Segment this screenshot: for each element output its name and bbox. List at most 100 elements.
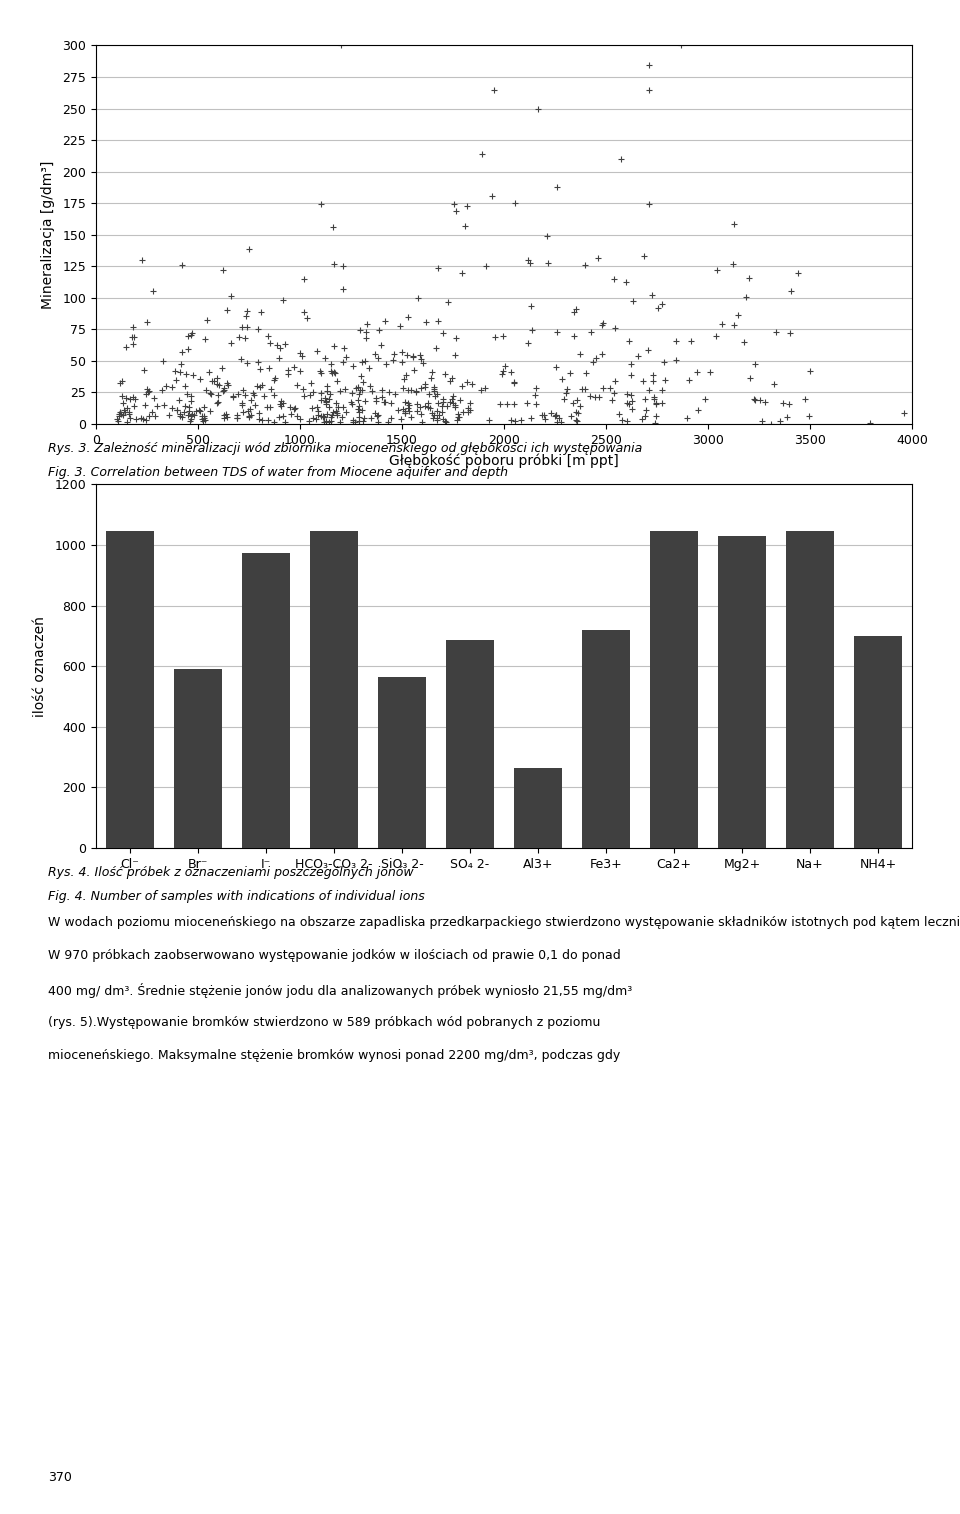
Point — [284, 401, 300, 425]
Point — [238, 326, 253, 350]
Point — [169, 398, 184, 422]
Point — [325, 215, 341, 239]
Point — [267, 410, 282, 435]
Point — [726, 313, 741, 338]
Point — [578, 253, 593, 277]
Point — [204, 369, 220, 394]
Point — [327, 360, 343, 385]
Point — [173, 360, 188, 385]
Point — [656, 350, 671, 374]
Point — [413, 395, 428, 419]
Point — [323, 382, 338, 406]
Point — [752, 388, 767, 412]
Point — [339, 345, 354, 369]
Point — [757, 389, 773, 413]
Point — [668, 329, 684, 353]
Point — [323, 409, 338, 433]
Point — [260, 395, 276, 419]
Point — [127, 324, 142, 348]
Point — [332, 410, 348, 435]
Point — [674, 33, 689, 58]
Point — [287, 397, 302, 421]
Point — [118, 386, 133, 410]
Point — [540, 251, 556, 276]
Point — [211, 372, 227, 397]
Point — [543, 401, 559, 425]
Point — [197, 395, 212, 419]
Point — [169, 398, 184, 422]
Point — [239, 300, 254, 324]
Point — [621, 392, 636, 416]
Point — [655, 378, 670, 403]
Point — [369, 404, 384, 428]
Point — [314, 388, 329, 412]
Point — [594, 342, 610, 366]
Point — [352, 318, 368, 342]
Point — [335, 277, 350, 301]
Point — [429, 398, 444, 422]
Point — [655, 292, 670, 316]
Point — [308, 407, 324, 431]
Point — [495, 324, 511, 348]
Point — [184, 321, 200, 345]
Point — [650, 297, 665, 321]
Point — [203, 398, 218, 422]
Point — [396, 366, 411, 391]
Point — [519, 391, 535, 415]
Point — [215, 356, 230, 380]
Point — [123, 406, 138, 430]
Point — [738, 285, 754, 309]
Point — [145, 400, 160, 424]
Point — [235, 400, 251, 424]
Bar — [650, 531, 698, 848]
Point — [357, 389, 372, 413]
Point — [400, 377, 416, 401]
Point — [450, 401, 466, 425]
Point — [444, 388, 460, 412]
Point — [192, 368, 207, 392]
Point — [413, 401, 428, 425]
Bar — [515, 768, 562, 848]
Point — [316, 404, 331, 428]
Point — [641, 77, 657, 101]
Point — [353, 363, 369, 388]
Point — [457, 213, 472, 238]
Point — [184, 401, 200, 425]
Point — [418, 371, 433, 395]
Point — [146, 386, 161, 410]
Point — [435, 407, 450, 431]
Point — [773, 409, 788, 433]
Point — [500, 392, 516, 416]
Point — [625, 389, 640, 413]
Point — [316, 406, 331, 430]
Point — [503, 407, 518, 431]
Point — [604, 388, 619, 412]
Point — [570, 401, 586, 425]
Point — [388, 382, 403, 406]
Point — [324, 400, 340, 424]
Point — [439, 410, 454, 435]
Point — [393, 313, 408, 338]
Point — [315, 406, 330, 430]
Point — [371, 318, 386, 342]
Point — [682, 368, 697, 392]
Point — [586, 350, 601, 374]
Point — [625, 397, 640, 421]
Point — [318, 391, 333, 415]
Point — [395, 339, 410, 363]
Point — [326, 251, 342, 276]
Point — [588, 385, 603, 409]
Point — [641, 192, 657, 217]
Point — [444, 366, 459, 391]
Point — [273, 392, 288, 416]
Point — [461, 400, 476, 424]
Point — [481, 409, 496, 433]
Point — [324, 403, 340, 427]
Point — [730, 303, 745, 327]
Point — [230, 382, 246, 406]
Point — [507, 392, 522, 416]
Point — [569, 409, 585, 433]
Point — [261, 407, 276, 431]
Point — [324, 404, 339, 428]
Point — [492, 392, 508, 416]
